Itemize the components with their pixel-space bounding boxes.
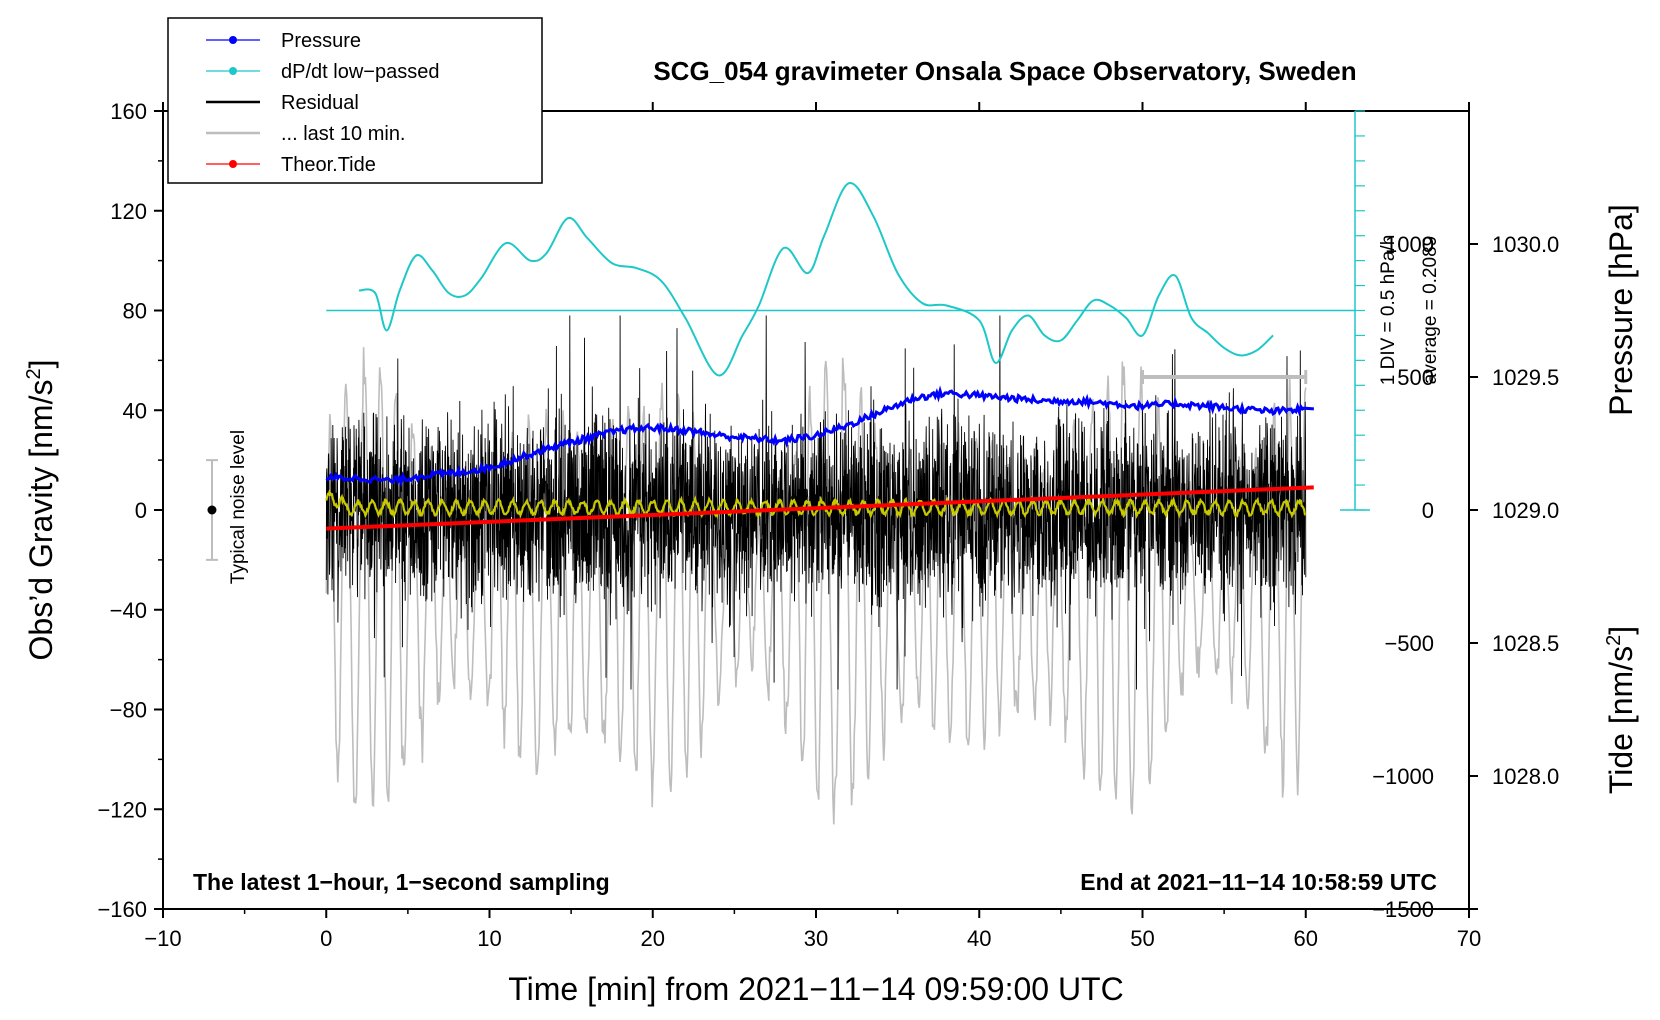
y-tick-label-gravity: −40 <box>110 598 147 623</box>
x-tick-label: 0 <box>320 926 332 951</box>
x-tick-label: −10 <box>144 926 181 951</box>
x-tick-label: 30 <box>804 926 828 951</box>
y-axis-title-tide-end: ] <box>1603 626 1639 635</box>
y-tick-label-tide: −1000 <box>1372 764 1434 789</box>
y-tick-label-pressure: 1028.0 <box>1492 764 1559 789</box>
y-tick-label-pressure: 1028.5 <box>1492 631 1559 656</box>
legend-swatch-dot <box>229 67 237 75</box>
x-tick-label: 50 <box>1130 926 1154 951</box>
legend-entry: ... last 10 min. <box>206 123 406 145</box>
y-axis-title-tide: Tide [nm/s2] <box>1603 626 1639 794</box>
legend: Pressure dP/dt low−passed Residual ... last… <box>167 17 543 184</box>
y-tick-label-gravity: 80 <box>123 299 147 324</box>
noise-level-label: Typical noise level <box>228 430 249 584</box>
legend-entries: Pressure dP/dt low−passed Residual ... last… <box>206 30 439 176</box>
legend-entry: dP/dt low−passed <box>206 61 439 83</box>
y-axis-title-tide-sup: 2 <box>1603 635 1625 646</box>
div-label: 1 DIV = 0.5 hPa/h <box>1378 235 1399 386</box>
y-tick-label-tide: −500 <box>1384 631 1434 656</box>
residual-smoothed-series <box>325 489 1306 520</box>
annotations <box>205 110 1370 561</box>
y-tick-label-gravity: 40 <box>123 398 147 423</box>
x-tick-label: 70 <box>1457 926 1481 951</box>
y-tick-label-pressure: 1029.0 <box>1492 498 1559 523</box>
y-tick-label-tide: 500 <box>1397 365 1434 390</box>
footer-right-label: End at 2021−11−14 10:58:59 UTC <box>1080 869 1437 895</box>
x-tick-label: 40 <box>967 926 991 951</box>
x-tick-label: 10 <box>477 926 501 951</box>
y-tick-label-gravity: −160 <box>97 897 147 922</box>
y-axis-title-pressure: Pressure [hPa] <box>1603 204 1639 416</box>
y-axis-title-tide-main: Tide [nm/s <box>1603 646 1639 794</box>
y-tick-label-tide: 1000 <box>1385 232 1434 257</box>
y-axis-title-gravity: Obs’d Gravity [nm/s2] <box>23 360 59 661</box>
series-layer <box>325 182 1355 825</box>
y-tick-label-tide: −1500 <box>1372 897 1434 922</box>
x-axis-title: Time [min] from 2021−11−14 09:59:00 UTC <box>508 971 1123 1007</box>
y-tick-label-tide: 0 <box>1422 498 1434 523</box>
axis-ticks: −10 0 10 20 30 40 50 60 70 160 120 80 40 0 −40 −80 −120 −… <box>97 99 1559 951</box>
legend-label: Pressure <box>281 30 361 52</box>
dpdt-series <box>358 182 1274 377</box>
legend-entry: Pressure <box>206 30 361 52</box>
y-tick-label-gravity: 0 <box>135 498 147 523</box>
legend-box <box>167 17 543 184</box>
legend-entry: Residual <box>206 92 359 114</box>
legend-label: Residual <box>281 92 359 114</box>
chart-title: SCG_054 gravimeter Onsala Space Observat… <box>653 56 1356 86</box>
y-tick-label-gravity: −120 <box>97 797 147 822</box>
pressure-series <box>325 385 1315 488</box>
legend-swatch-dot <box>229 36 237 44</box>
average-label: average = 0.2089 <box>1420 236 1441 384</box>
x-tick-label: 60 <box>1294 926 1318 951</box>
y-axis-title-gravity-sup: 2 <box>23 368 45 379</box>
legend-label: ... last 10 min. <box>281 123 406 145</box>
y-axis-title-gravity-end: ] <box>23 360 59 369</box>
y-tick-label-pressure: 1029.5 <box>1492 365 1559 390</box>
noise-level-dot <box>207 505 217 515</box>
y-tick-label-gravity: 160 <box>110 99 147 124</box>
legend-entry: Theor.Tide <box>206 154 376 176</box>
footer-left-label: The latest 1−hour, 1−second sampling <box>193 869 610 895</box>
y-tick-label-gravity: 120 <box>110 199 147 224</box>
legend-label: Theor.Tide <box>281 154 376 176</box>
theoretical-tide-series <box>326 485 1314 531</box>
x-tick-label: 20 <box>641 926 665 951</box>
legend-label: dP/dt low−passed <box>281 61 439 83</box>
y-tick-label-pressure: 1030.0 <box>1492 232 1559 257</box>
legend-swatch-dot <box>229 160 237 168</box>
y-tick-label-gravity: −80 <box>110 698 147 723</box>
y-axis-title-gravity-main: Obs’d Gravity [nm/s <box>23 380 59 661</box>
